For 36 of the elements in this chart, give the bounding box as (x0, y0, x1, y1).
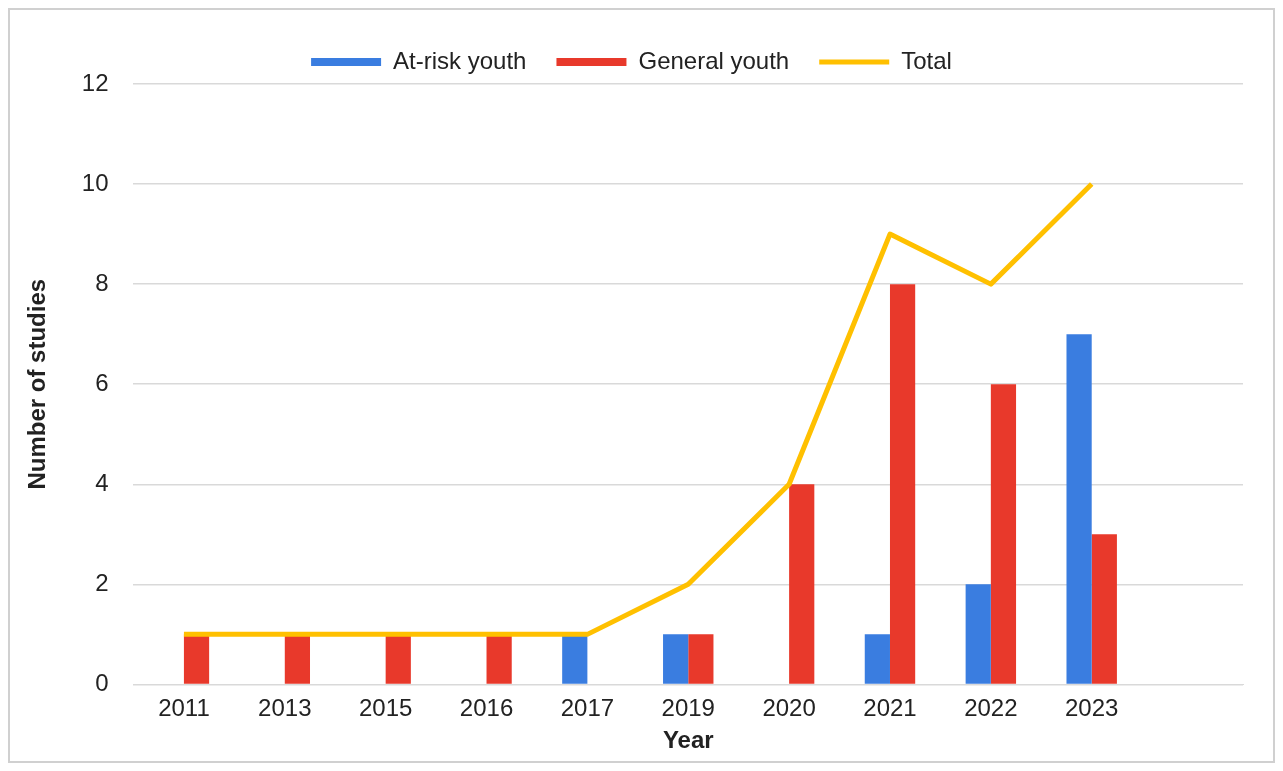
y-tick-label: 6 (95, 368, 109, 396)
x-tick-label: 2017 (560, 694, 615, 722)
bar (385, 634, 411, 684)
bar (688, 634, 714, 684)
x-tick-label: 2023 (1065, 694, 1119, 722)
bar (663, 634, 689, 684)
x-axis-title: Year (662, 726, 714, 754)
x-tick-label: 2021 (863, 694, 917, 722)
bar (183, 634, 210, 684)
bar (1066, 334, 1092, 684)
y-tick-label: 2 (95, 568, 109, 596)
legend-label: At-risk youth (393, 46, 527, 74)
x-tick-label: 2022 (964, 694, 1018, 722)
bar (789, 484, 815, 684)
x-tick-label: 2015 (358, 694, 413, 722)
x-tick-label: 2011 (158, 694, 210, 722)
legend-label: General youth (638, 46, 790, 74)
bar (1091, 534, 1117, 684)
y-tick-label: 4 (95, 468, 109, 496)
bar (965, 584, 991, 684)
bar (864, 634, 890, 684)
bar (284, 634, 311, 684)
y-tick-label: 12 (81, 68, 109, 96)
y-tick-label: 8 (95, 268, 109, 296)
bar (990, 384, 1017, 684)
legend-label: Total (901, 46, 952, 74)
bar (486, 634, 512, 684)
bar (889, 284, 916, 684)
x-tick-label: 2019 (661, 694, 715, 722)
y-tick-label: 0 (95, 669, 109, 697)
bar (562, 634, 588, 684)
x-tick-label: 2016 (459, 694, 514, 722)
y-tick-label: 10 (81, 168, 109, 196)
x-tick-label: 2013 (258, 694, 312, 722)
y-axis-title: Number of studies (23, 278, 51, 490)
x-tick-label: 2020 (762, 694, 816, 722)
